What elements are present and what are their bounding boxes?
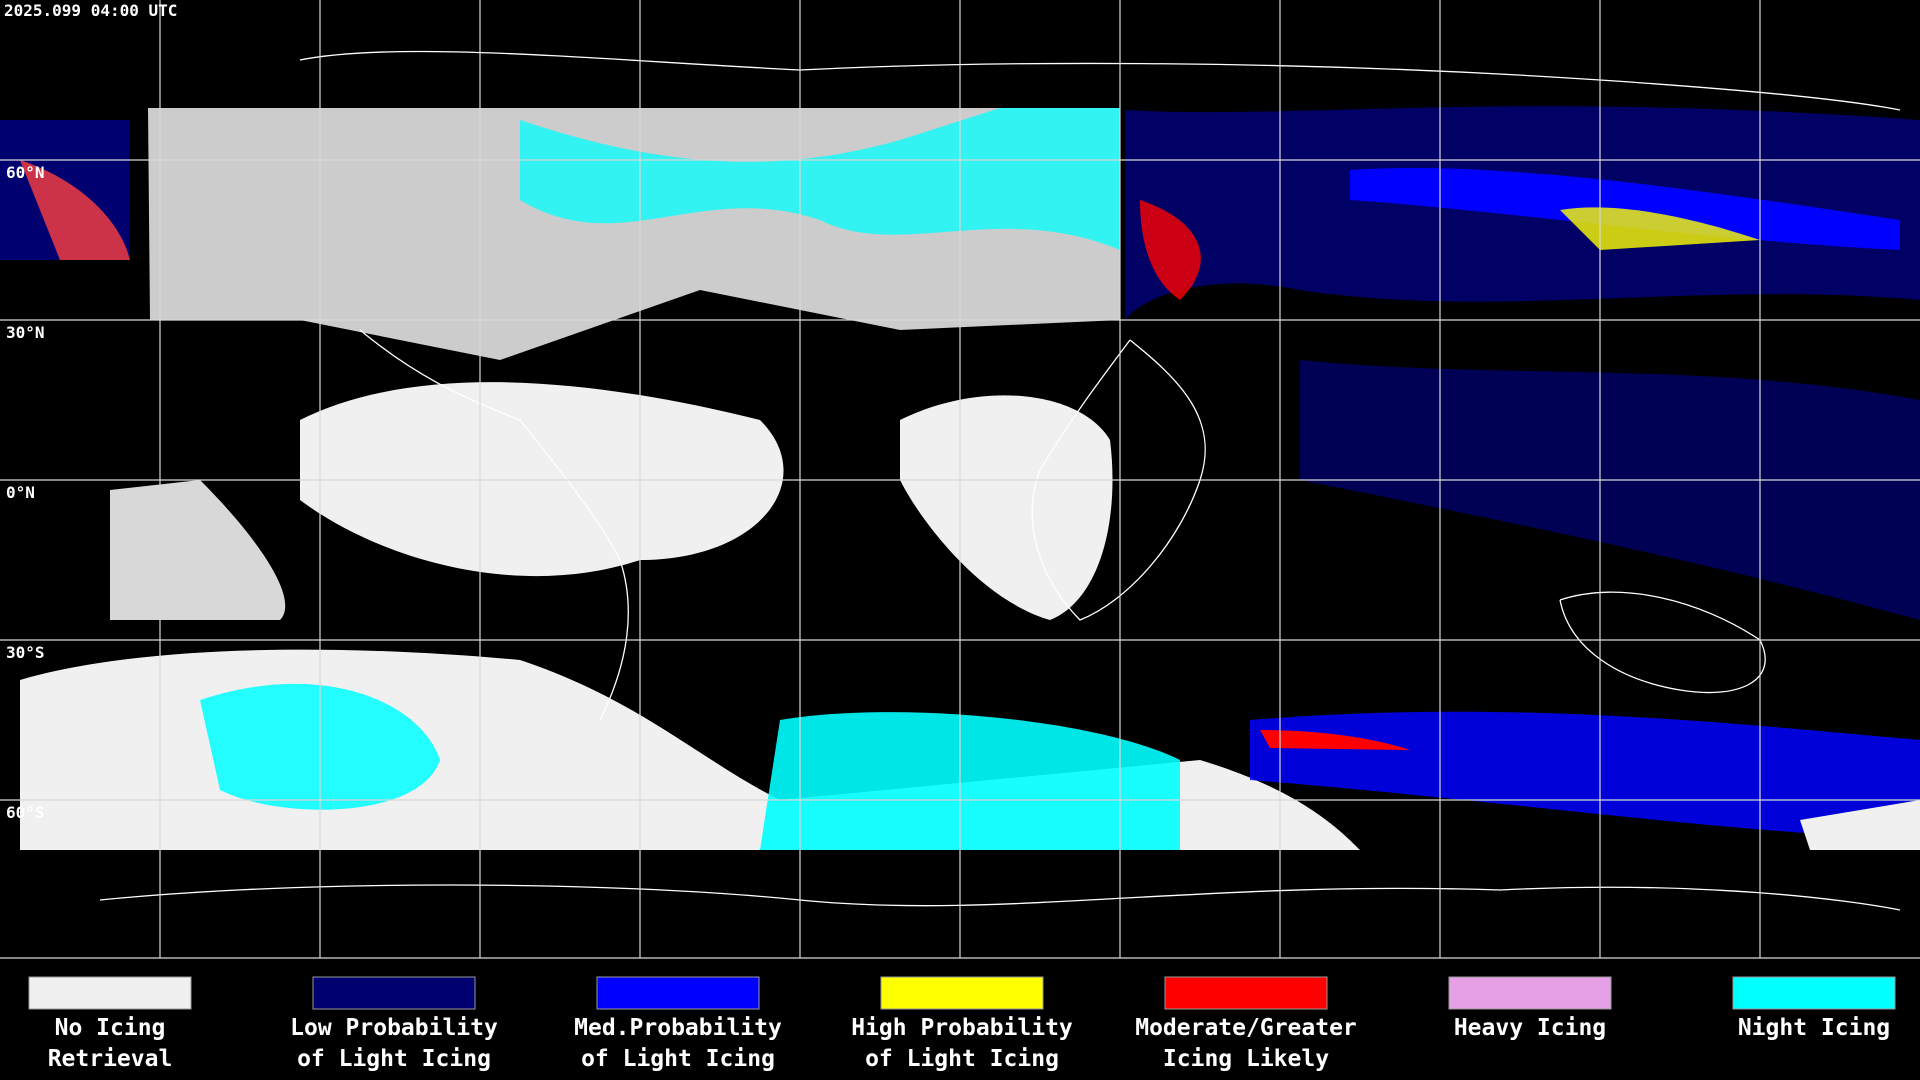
legend-label: of Light Icing	[865, 1046, 1059, 1072]
coastlines	[99, 50, 1901, 911]
latitude-label: 0°N	[6, 483, 35, 502]
legend-swatch	[312, 976, 476, 1010]
latitude-label: 60°N	[6, 163, 45, 182]
legend-label: Night Icing	[1738, 1015, 1890, 1041]
legend-label: Retrieval	[48, 1046, 173, 1072]
legend-swatch	[1448, 976, 1612, 1010]
legend-label: High Probability	[851, 1015, 1073, 1041]
timestamp: 2025.099 04:00 UTC	[4, 1, 177, 20]
legend-label: of Light Icing	[297, 1046, 491, 1072]
graticule-labels: 60°N 30°N 0°N 30°S 60°S	[6, 163, 45, 822]
legend-swatch	[1732, 976, 1896, 1010]
legend-swatch	[596, 976, 760, 1010]
legend-label: No Icing	[55, 1015, 166, 1041]
legend: No Icing Retrieval Low Probability of Light…	[28, 976, 1896, 1072]
legend-swatch	[880, 976, 1044, 1010]
legend-label: Low Probability	[290, 1015, 498, 1041]
legend-swatch	[1164, 976, 1328, 1010]
latitude-label: 30°S	[6, 643, 45, 662]
latitude-label: 30°N	[6, 323, 45, 342]
legend-label: Med.Probability	[574, 1015, 782, 1041]
graticule	[0, 0, 1920, 959]
legend-label: Icing Likely	[1163, 1046, 1329, 1072]
legend-label: Heavy Icing	[1454, 1015, 1606, 1041]
legend-label: Moderate/Greater	[1135, 1015, 1357, 1041]
legend-swatch	[28, 976, 192, 1010]
legend-label: of Light Icing	[581, 1046, 775, 1072]
latitude-label: 60°S	[6, 803, 45, 822]
